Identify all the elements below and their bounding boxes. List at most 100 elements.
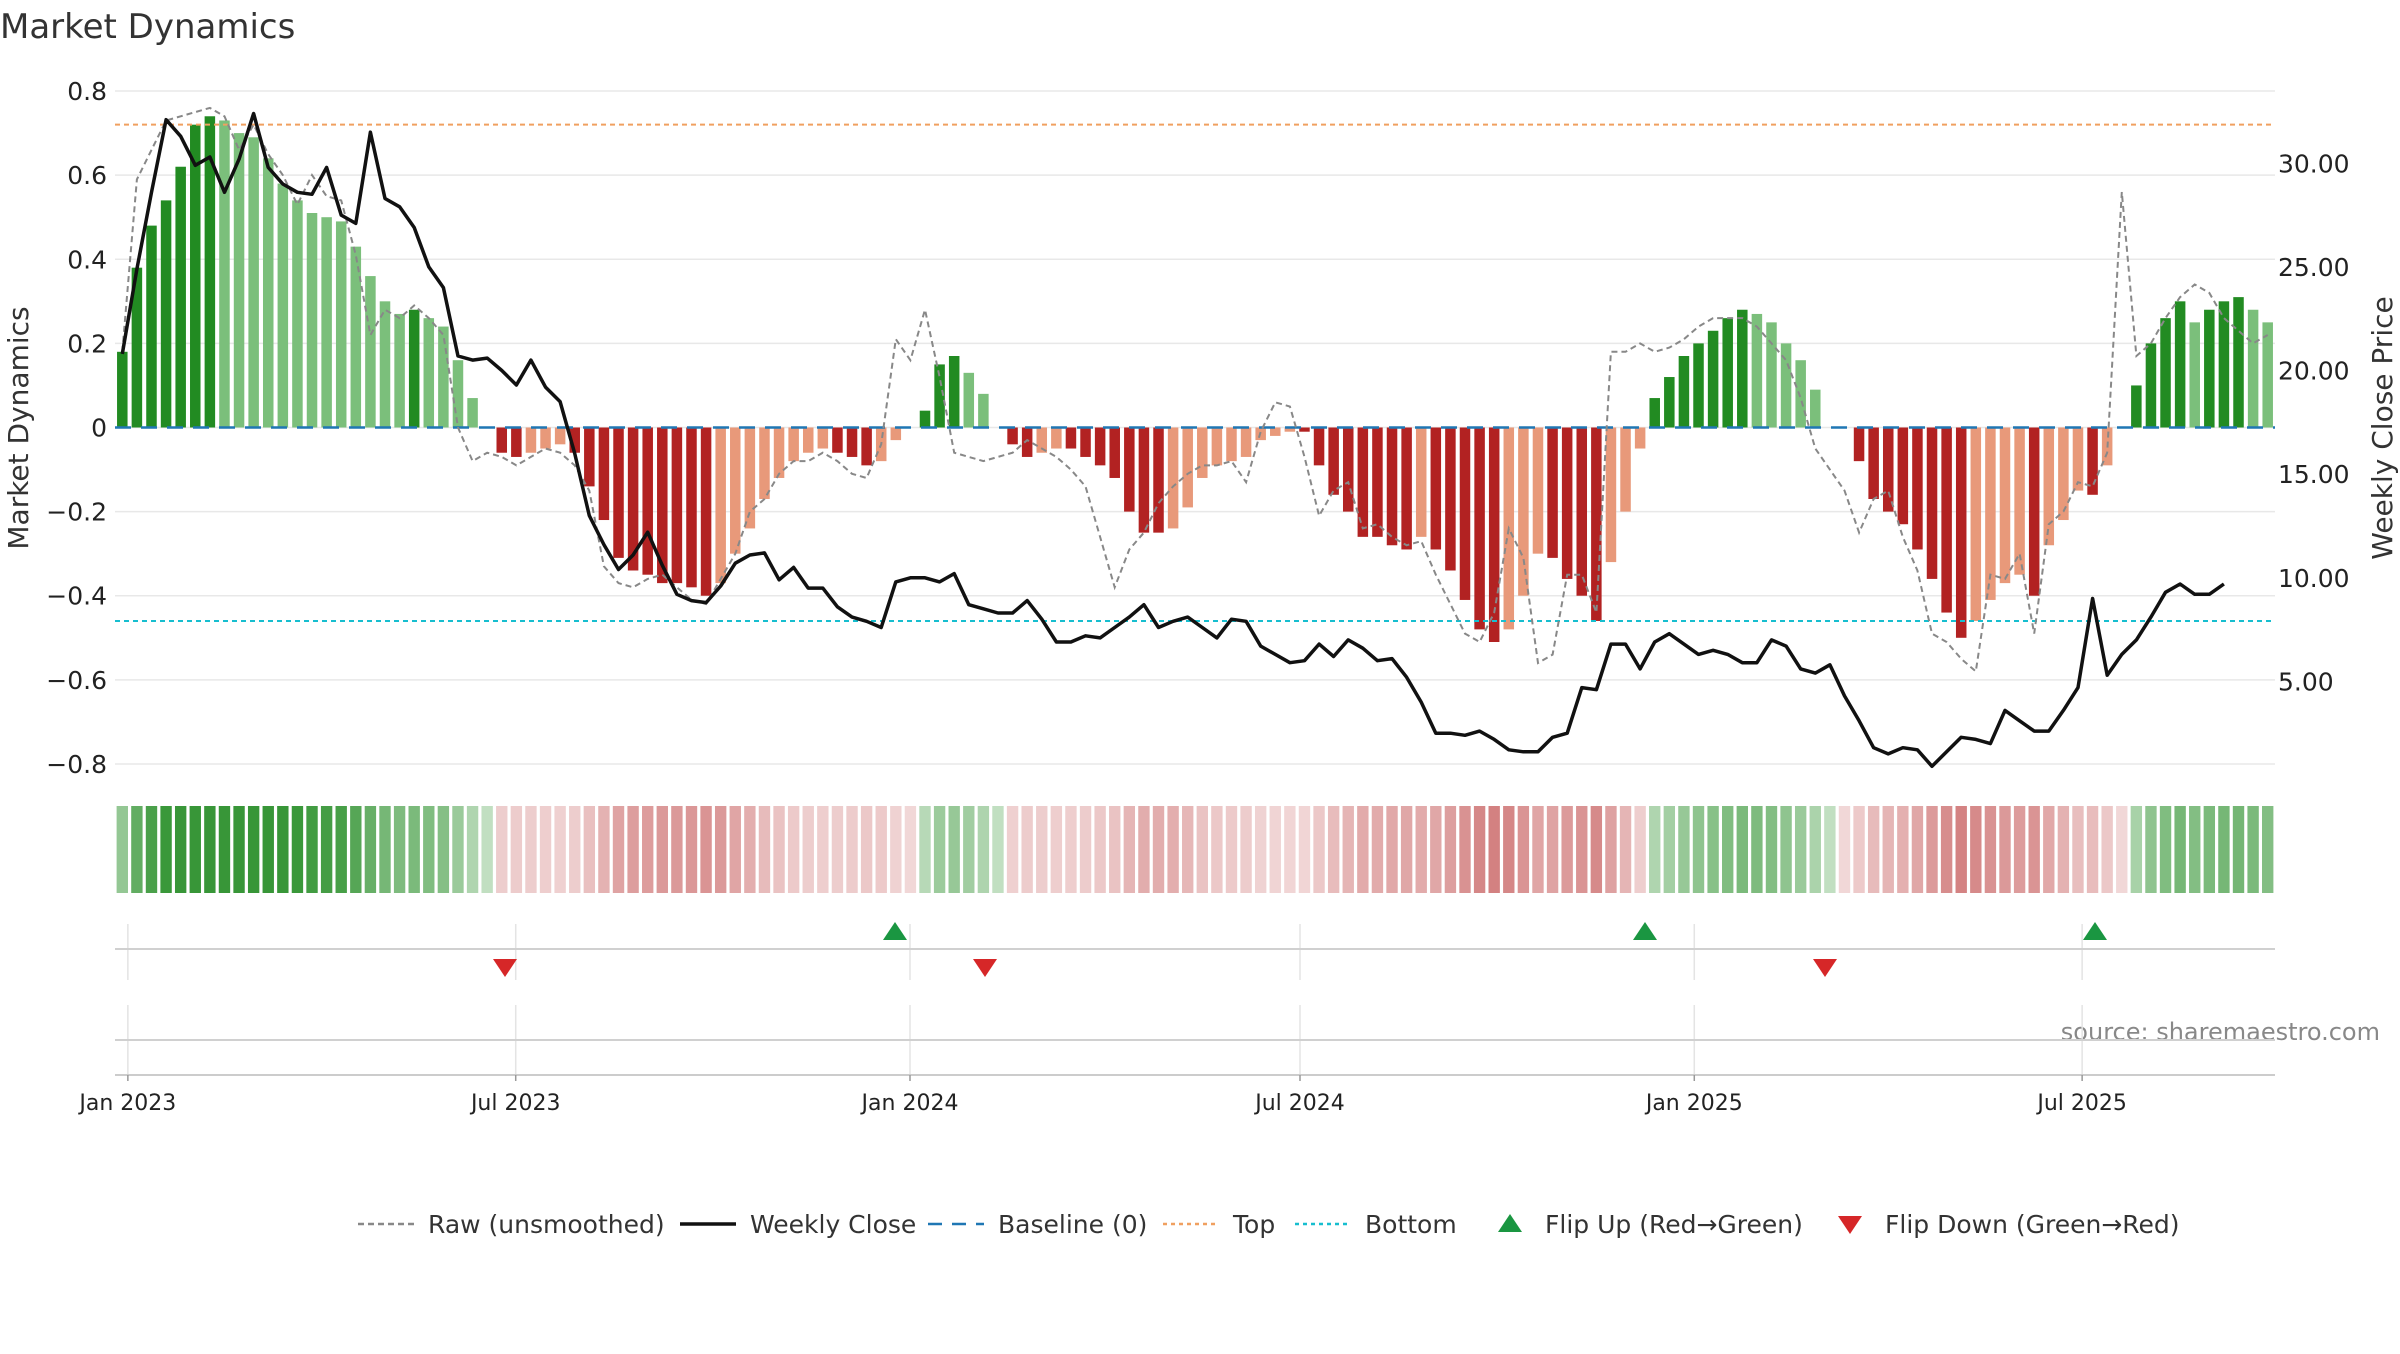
bar [1810, 389, 1821, 428]
bar [1678, 356, 1690, 428]
bar [627, 427, 639, 571]
bar [1401, 427, 1412, 550]
regime-cell [1430, 806, 1442, 893]
regime-cell [481, 806, 493, 893]
x-tick-label: Jan 2024 [860, 1091, 959, 1116]
regime-cell [2043, 806, 2055, 893]
legend-item: Flip Up (Red→Green) [1498, 1210, 1803, 1239]
bar [2028, 427, 2040, 596]
regime-strip [116, 806, 2274, 893]
y-tick-label-left: 0.6 [67, 161, 107, 190]
bar [2058, 427, 2069, 521]
regime-cell [1780, 806, 1792, 893]
bar [788, 427, 799, 462]
regime-cell [1955, 806, 1967, 893]
bar [1985, 427, 1996, 600]
bar [671, 427, 683, 584]
regime-cell [1940, 806, 1953, 893]
regime-cell [1897, 806, 1909, 893]
regime-cell [1342, 806, 1354, 893]
regime-cell [627, 806, 639, 893]
regime-cell [554, 806, 566, 893]
regime-cell [598, 806, 610, 893]
regime-cell [2262, 806, 2274, 893]
regime-cell [1999, 806, 2011, 893]
bar [1430, 427, 1442, 550]
bar [1576, 427, 1588, 596]
regime-cell [2145, 806, 2157, 893]
legend-label: Weekly Close [750, 1210, 916, 1239]
regime-cell [1444, 806, 1457, 893]
bar [394, 313, 405, 428]
bar [117, 351, 128, 428]
regime-cell [1722, 806, 1734, 893]
regime-cell [437, 806, 450, 893]
bar [1138, 427, 1150, 533]
regime-cell [846, 806, 858, 893]
bar [700, 427, 712, 596]
regime-cell [350, 806, 362, 893]
flip-up-marker [1633, 922, 1657, 940]
bar [1649, 398, 1660, 428]
bar [2204, 309, 2215, 428]
regime-cell [145, 806, 158, 893]
regime-cell [1867, 806, 1880, 893]
bar [1664, 377, 1675, 428]
bar [846, 427, 858, 457]
bar [350, 246, 362, 428]
regime-cell [1357, 806, 1369, 893]
bar [1080, 427, 1091, 457]
bar [1357, 427, 1369, 537]
regime-cell [306, 806, 318, 893]
bar [1897, 427, 1909, 525]
bar [598, 427, 610, 521]
regime-cell [1050, 806, 1063, 893]
regime-cell [160, 806, 172, 893]
x-tick-label: Jan 2025 [1644, 1091, 1743, 1116]
bar [438, 326, 449, 428]
bar [1124, 427, 1135, 512]
regime-cell [1284, 806, 1296, 893]
regime-cell [685, 806, 698, 893]
regime-cell [2086, 806, 2099, 893]
regime-cell [1488, 806, 1500, 893]
legend-label: Flip Down (Green→Red) [1885, 1210, 2180, 1239]
bar [2072, 427, 2084, 491]
y-tick-label-left: 0.4 [67, 245, 107, 274]
bar [1474, 427, 1485, 630]
bar [832, 427, 843, 453]
bar [335, 221, 347, 428]
regime-cell [1240, 806, 1252, 893]
bar [1912, 427, 1923, 550]
regime-cell [1371, 806, 1384, 893]
bar [554, 427, 566, 445]
bar [379, 301, 391, 428]
bar [919, 410, 931, 428]
regime-cell [189, 806, 201, 893]
bar [1372, 427, 1383, 537]
bar [1970, 427, 1982, 621]
bar [584, 427, 595, 487]
bar [1051, 427, 1062, 449]
bar [292, 200, 303, 428]
regime-cell [1765, 806, 1778, 893]
bar [934, 364, 945, 428]
bar [525, 427, 537, 453]
bar [233, 133, 245, 428]
bar [1284, 427, 1296, 432]
bar [131, 267, 143, 428]
regime-cell [2232, 806, 2245, 893]
regime-cell [1634, 806, 1646, 893]
regime-cell [1254, 806, 1267, 893]
bar [773, 427, 785, 478]
bar [1342, 427, 1354, 512]
flip-up-marker [883, 922, 907, 940]
weekly-close-line [120, 111, 2225, 769]
bar [1226, 427, 1237, 462]
regime-cell [933, 806, 946, 893]
y-tick-label-right: 15.00 [2278, 460, 2350, 489]
regime-cell [1138, 806, 1150, 893]
bar [978, 393, 989, 428]
regime-cell [1123, 806, 1136, 893]
regime-cell [875, 806, 887, 893]
